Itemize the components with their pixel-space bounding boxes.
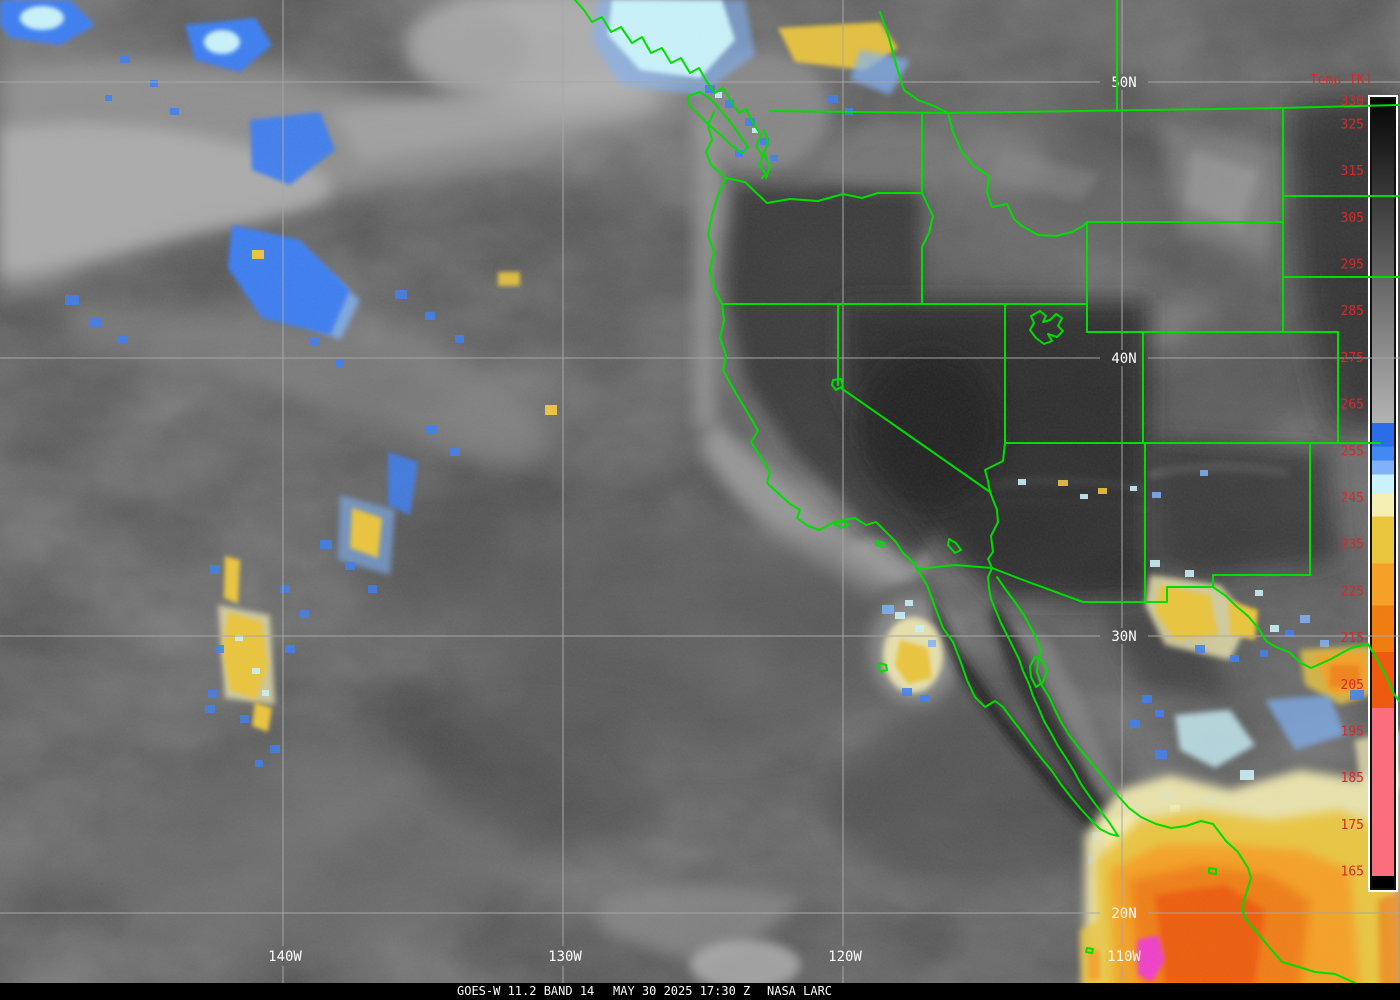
label-140W: 140W	[268, 949, 302, 965]
timestamp-label: MAY 30 2025 17:30 Z	[613, 984, 751, 998]
annotation-footer: GOES-W 11.2 BAND 14 MAY 30 2025 17:30 Z …	[0, 983, 1400, 1000]
coastline-baja-west	[916, 568, 1119, 837]
border-california-arizona	[987, 491, 999, 569]
border-us-canada	[769, 104, 1400, 114]
colorbar-tick-255: 255	[1341, 444, 1364, 459]
colorbar-tick-305: 305	[1341, 211, 1364, 226]
coastline-sonora-mexico	[996, 576, 1396, 1000]
colorbar-tick-235: 235	[1341, 538, 1364, 553]
border-nevada-arizona	[984, 442, 1006, 493]
border-oregon-idaho	[921, 192, 934, 305]
coastline-puget-sound	[763, 129, 771, 179]
colorbar-tick-225: 225	[1341, 584, 1364, 599]
channel-island-2	[875, 540, 885, 548]
coastline-vancouver-island	[687, 91, 749, 154]
label-30N: 30N	[1111, 629, 1136, 645]
isla-tiburon-outline	[1029, 656, 1048, 688]
label-120W: 120W	[828, 949, 862, 965]
border-arizona-mexico	[991, 567, 1146, 603]
colorbar-tick-265: 265	[1341, 398, 1364, 413]
map-borders	[574, 0, 1400, 1000]
coastline-baja-east	[987, 567, 1119, 837]
channel-island-1	[832, 520, 849, 529]
colorbar-tick-215: 215	[1341, 631, 1364, 646]
colorbar-tick-195: 195	[1341, 724, 1364, 739]
colorbar-title: Temp [K]	[1310, 73, 1373, 88]
colorbar-tick-245: 245	[1341, 491, 1364, 506]
colorbar-tick-295: 295	[1341, 257, 1364, 272]
colorbar-tick-175: 175	[1341, 818, 1364, 833]
islas-marias-outline	[1085, 947, 1094, 954]
colorbar-tick-165: 165	[1341, 865, 1364, 880]
channel-island-3	[947, 538, 962, 554]
colorbar-tick-205: 205	[1341, 678, 1364, 693]
coastline-bc-fjords	[574, 0, 767, 179]
label-20N: 20N	[1111, 906, 1136, 922]
coastline-pacific	[705, 111, 918, 570]
isla-guadalupe-outline	[877, 662, 888, 673]
mexico-lake-outline	[1208, 867, 1217, 875]
colorbar-gradient	[1372, 99, 1394, 888]
label-40N: 40N	[1111, 351, 1136, 367]
colorbar-tick-325: 325	[1341, 117, 1364, 132]
label-50N: 50N	[1111, 75, 1136, 91]
border-newmexico-bootheel	[1144, 586, 1214, 603]
colorbar-tick-330: 330	[1341, 94, 1364, 109]
border-newmexico-texas	[1212, 442, 1311, 588]
border-idaho-montana	[947, 112, 1088, 237]
border-us-mexico-california	[916, 564, 993, 570]
border-bc-alberta	[879, 11, 949, 114]
colorbar-tick-315: 315	[1341, 164, 1364, 179]
border-washington-oregon	[725, 177, 923, 204]
colorbar-tick-285: 285	[1341, 304, 1364, 319]
border-rio-grande	[1212, 586, 1400, 702]
credit-label: NASA LARC	[767, 984, 833, 998]
colorbar-tick-185: 185	[1341, 771, 1364, 786]
colorbar-tick-labels: 330 325 315 305 295 285 275 265 255 245 235 225 215 2…	[1341, 94, 1364, 880]
border-california-nevada-diagonal	[840, 387, 991, 493]
colorbar-tick-275: 275	[1341, 351, 1364, 366]
label-110W: 110W	[1107, 949, 1141, 965]
great-salt-lake-outline	[1029, 310, 1064, 345]
product-label: GOES-W 11.2 BAND 14	[457, 984, 595, 998]
lake-tahoe-outline	[831, 378, 844, 391]
temperature-colorbar	[1368, 95, 1398, 892]
label-130W: 130W	[548, 949, 582, 965]
